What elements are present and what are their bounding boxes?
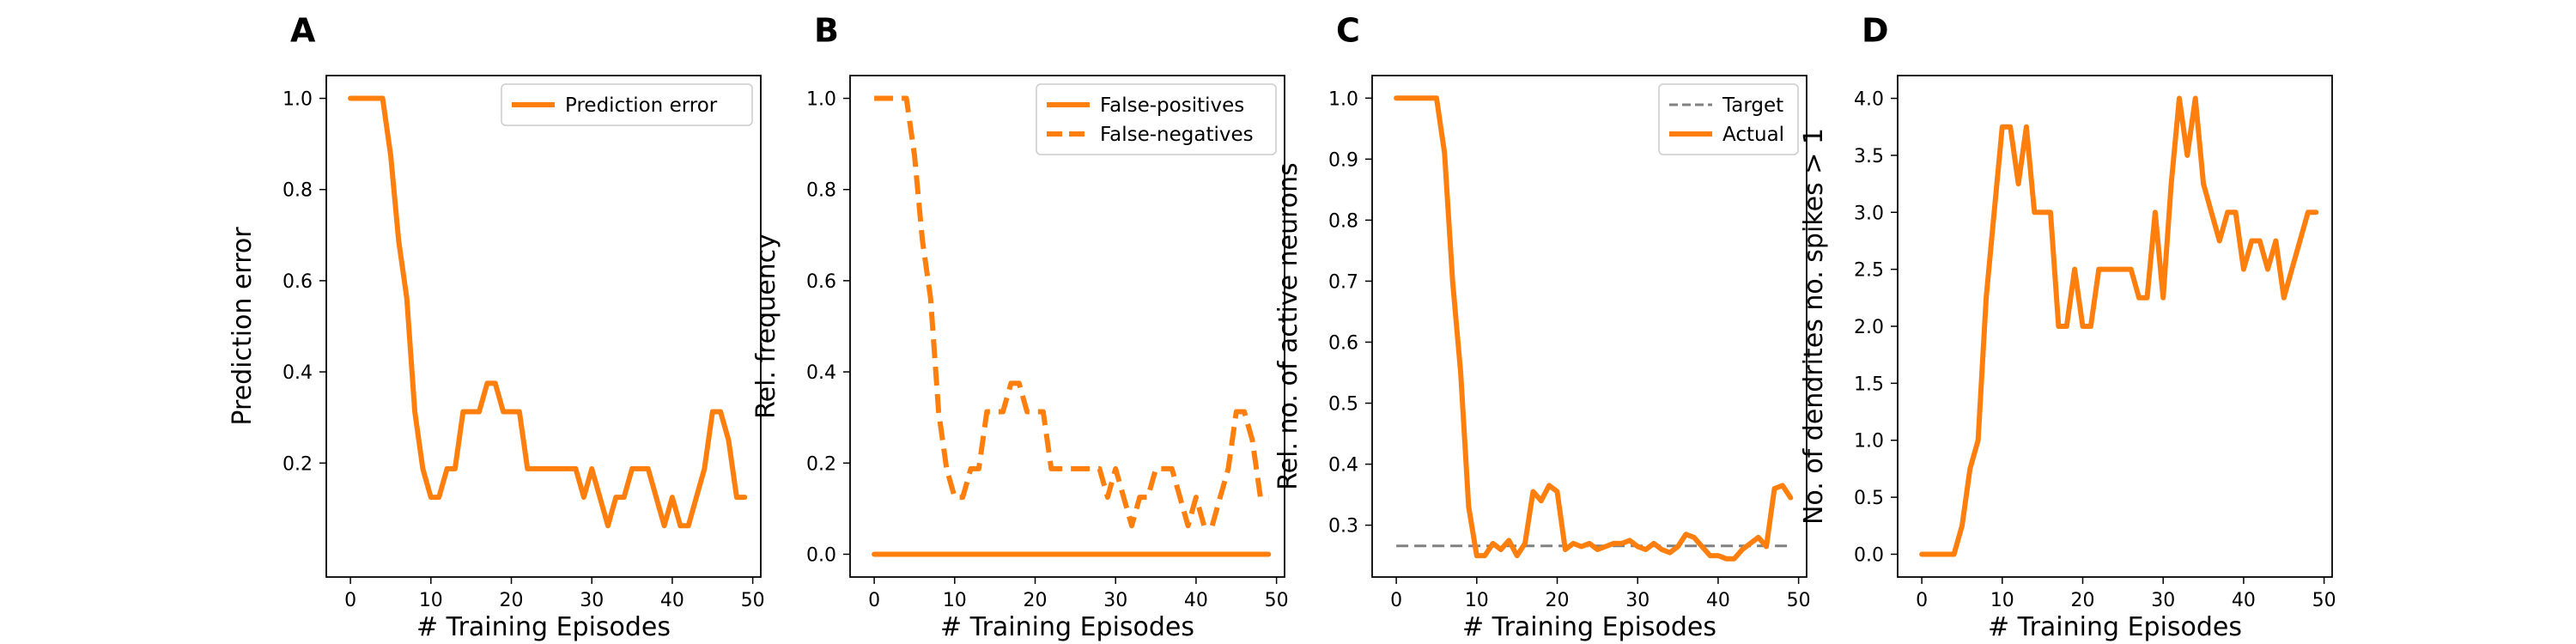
y-tick-label: 0.5 [1854, 488, 1884, 509]
x-tick-label: 10 [419, 590, 443, 611]
x-tick-label: 30 [2151, 590, 2175, 611]
panel-letter: D [1862, 12, 1889, 50]
x-tick-label: 10 [943, 590, 967, 611]
x-tick-label: 0 [1390, 590, 1402, 611]
x-tick-label: 0 [344, 590, 356, 611]
legend-label: False-negatives [1100, 124, 1254, 146]
y-tick-label: 0.2 [283, 453, 313, 475]
y-tick-label: 0.0 [1854, 544, 1884, 566]
y-axis-label: Rel. no. of active neurons [1273, 162, 1303, 490]
panel-letter: C [1336, 12, 1360, 50]
legend: Target Actual [1658, 83, 1799, 155]
y-tick-label: 0.6 [283, 271, 313, 293]
x-tick-label: 50 [2312, 590, 2336, 611]
x-tick-label: 10 [1465, 590, 1489, 611]
y-tick-label: 4.0 [1854, 89, 1884, 111]
y-tick-label: 0.8 [806, 180, 836, 202]
x-tick-label: 40 [1184, 590, 1208, 611]
y-tick-label: 1.0 [806, 89, 836, 111]
y-tick-label: 0.8 [283, 180, 313, 202]
y-axis-label: Rel. frequency [751, 234, 781, 419]
x-tick-label: 0 [868, 590, 880, 611]
series-line-actual [1394, 95, 1794, 562]
legend-label: Actual [1722, 124, 1784, 146]
x-tick-label: 30 [1103, 590, 1127, 611]
panel-c: C 0 10 20 30 40 50 0.3 0.4 0.5 0.6 0.7 0.8 0.9 1.0 # Tr… [1273, 12, 1811, 643]
plot-frame [1371, 75, 1807, 578]
legend-label: Prediction error [565, 94, 718, 117]
x-tick-label: 20 [500, 590, 524, 611]
x-tick-label: 30 [1625, 590, 1649, 611]
y-tick-label: 3.0 [1854, 203, 1884, 224]
x-axis-label: # Training Episodes [940, 612, 1194, 642]
x-tick-label: 50 [1265, 590, 1289, 611]
x-tick-label: 0 [1916, 590, 1928, 611]
x-tick-label: 30 [580, 590, 604, 611]
plot-frame [325, 75, 762, 578]
legend-label: False-positives [1100, 94, 1244, 117]
y-tick-label: 0.6 [806, 271, 836, 293]
panel-a: A 0 10 20 30 40 50 0.2 0.4 0.6 0.8 1.0 # Training Ep… [228, 12, 765, 643]
x-tick-label: 20 [1546, 590, 1570, 611]
legend: Prediction error [501, 83, 753, 126]
x-axis-label: # Training Episodes [1462, 612, 1716, 642]
x-tick-label: 40 [660, 590, 684, 611]
x-tick-label: 10 [1990, 590, 2014, 611]
y-tick-label: 0.8 [1328, 210, 1358, 232]
series-line-prediction-error [348, 95, 748, 529]
y-tick-label: 0.4 [283, 362, 313, 384]
y-tick-label: 0.0 [806, 544, 836, 566]
x-tick-label: 20 [2071, 590, 2095, 611]
x-tick-label: 20 [1024, 590, 1048, 611]
panel-b: B 0 10 20 30 40 50 0.0 0.2 0.4 0.6 0.8 1.0 # Training… [751, 12, 1289, 643]
y-tick-label: 0.4 [1328, 455, 1358, 477]
legend-label: Target [1722, 94, 1783, 117]
y-tick-label: 1.0 [1328, 88, 1358, 110]
series-line-0 [1919, 95, 2319, 557]
y-tick-label: 0.6 [1328, 332, 1358, 354]
y-tick-label: 2.5 [1854, 260, 1884, 282]
legend: False-positives False-negatives [1036, 83, 1277, 155]
series-line-false-negatives [874, 95, 1269, 529]
legend-box [1658, 83, 1799, 155]
x-axis-label: # Training Episodes [1988, 612, 2242, 642]
panel-letter: A [290, 12, 316, 50]
x-axis-label: # Training Episodes [416, 612, 671, 642]
x-tick-label: 50 [741, 590, 765, 611]
y-tick-label: 3.5 [1854, 146, 1884, 167]
y-tick-label: 1.0 [1854, 431, 1884, 453]
x-tick-label: 50 [1787, 590, 1811, 611]
plot-frame [849, 75, 1285, 578]
y-tick-label: 0.2 [806, 453, 836, 475]
y-tick-label: 2.0 [1854, 317, 1884, 338]
x-tick-label: 40 [1706, 590, 1730, 611]
y-tick-label: 0.9 [1328, 149, 1358, 171]
panel-d: D 0 10 20 30 40 50 0.0 0.5 1.0 1.5 2.0 2.5 3.0 3.5 4.0 #… [1799, 12, 2336, 643]
legend-box [501, 83, 753, 126]
y-tick-label: 0.7 [1328, 271, 1358, 293]
y-tick-label: 1.0 [283, 89, 313, 111]
y-tick-label: 0.5 [1328, 394, 1358, 416]
y-tick-label: 0.4 [806, 362, 836, 384]
y-tick-label: 1.5 [1854, 374, 1884, 395]
legend-box [1036, 83, 1277, 155]
y-axis-label: No. of dendrites no. spikes > 1 [1799, 128, 1829, 525]
y-tick-label: 0.3 [1328, 516, 1358, 538]
panel-letter: B [814, 12, 839, 50]
y-axis-label: Prediction error [228, 227, 258, 426]
x-tick-label: 40 [2232, 590, 2256, 611]
